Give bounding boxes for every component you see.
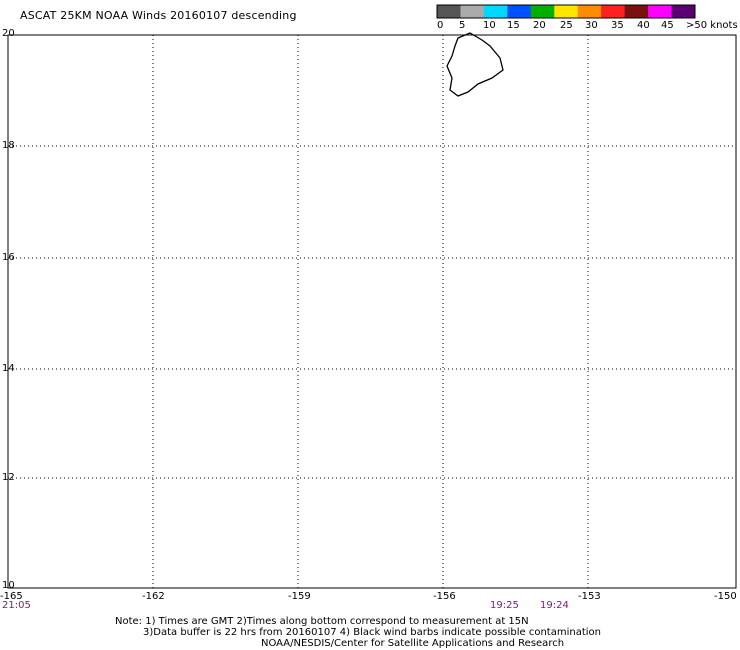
- note-line: Note: 1) Times are GMT 2)Times along bot…: [115, 616, 529, 627]
- legend-swatch: [648, 5, 673, 18]
- lon-label: -150: [714, 591, 737, 602]
- legend-label: 15: [507, 20, 520, 31]
- lat-label: 12: [2, 472, 15, 483]
- lon-label: -162: [142, 591, 165, 602]
- lat-label: 16: [2, 252, 15, 263]
- legend-label: 30: [585, 20, 598, 31]
- lat-label: 10: [2, 580, 15, 591]
- legend-label: 20: [533, 20, 546, 31]
- swath-time: 19:24: [540, 600, 569, 611]
- map-title: ASCAT 25KM NOAA Winds 20160107 descendin…: [20, 9, 297, 22]
- legend-swatch: [483, 5, 508, 18]
- legend-label: 25: [560, 20, 573, 31]
- swath-time: 21:05: [2, 600, 31, 611]
- legend-label: 10: [483, 20, 496, 31]
- legend-label: 35: [611, 20, 624, 31]
- legend-label: 45: [661, 20, 674, 31]
- lon-label: -153: [578, 591, 601, 602]
- wind-speed-legend: [436, 4, 696, 19]
- legend-swatch: [507, 5, 532, 18]
- swath-time: 19:25: [490, 600, 519, 611]
- note-line: NOAA/NESDIS/Center for Satellite Applica…: [261, 638, 565, 649]
- legend-swatch: [601, 5, 626, 18]
- grid-lines: [8, 35, 736, 588]
- map-frame: [7, 34, 737, 589]
- lon-label: -156: [433, 591, 456, 602]
- lon-label: -159: [288, 591, 311, 602]
- legend-label: 5: [459, 20, 466, 31]
- lat-label: 14: [2, 363, 15, 374]
- legend-label: 40: [637, 20, 650, 31]
- lat-label: 20: [2, 28, 15, 39]
- legend-swatch: [460, 5, 485, 18]
- note-line: 3)Data buffer is 22 hrs from 20160107 4)…: [143, 627, 601, 638]
- legend-swatch: [530, 5, 555, 18]
- legend-swatch: [437, 5, 461, 18]
- island-coastline: [446, 32, 504, 97]
- legend-label: 0: [437, 20, 444, 31]
- legend-swatch: [624, 5, 649, 18]
- legend-border: [436, 4, 696, 19]
- legend-label: >50 knots: [686, 20, 738, 31]
- legend-swatch: [671, 5, 696, 18]
- lat-label: 18: [2, 140, 15, 151]
- legend-swatch: [577, 5, 602, 18]
- legend-swatch: [554, 5, 579, 18]
- lon-label: -165: [0, 591, 23, 602]
